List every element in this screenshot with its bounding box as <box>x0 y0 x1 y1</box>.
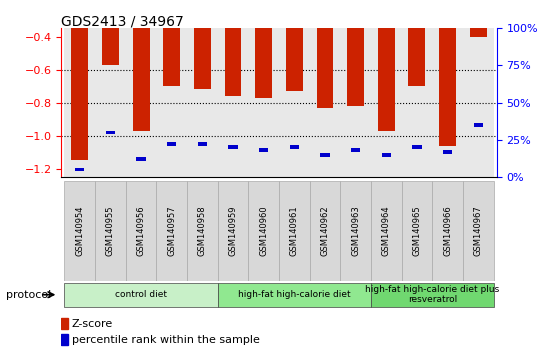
Bar <box>64 28 95 177</box>
Text: GSM140957: GSM140957 <box>167 206 176 256</box>
Bar <box>286 28 303 91</box>
Bar <box>463 28 494 177</box>
Bar <box>412 145 421 149</box>
Bar <box>371 283 494 307</box>
Bar <box>439 28 456 145</box>
Bar <box>279 28 310 177</box>
Bar <box>340 181 371 281</box>
Text: GSM140955: GSM140955 <box>106 206 115 256</box>
Bar <box>156 28 187 177</box>
Bar <box>61 334 68 346</box>
Bar <box>382 153 391 156</box>
Text: GSM140959: GSM140959 <box>229 206 238 256</box>
Bar <box>378 28 395 131</box>
Text: control diet: control diet <box>115 290 167 299</box>
Bar <box>218 181 248 281</box>
Bar <box>126 28 156 177</box>
Bar <box>95 181 126 281</box>
Bar <box>402 28 432 177</box>
Bar <box>224 28 242 96</box>
Bar <box>61 318 68 329</box>
Bar <box>218 283 371 307</box>
Bar <box>316 28 334 108</box>
Bar <box>255 28 272 98</box>
Bar <box>95 28 126 177</box>
Text: GSM140958: GSM140958 <box>198 206 207 256</box>
Bar <box>71 28 88 160</box>
Text: GSM140966: GSM140966 <box>443 206 452 256</box>
Bar <box>432 28 463 177</box>
Bar <box>371 28 402 177</box>
Text: high-fat high-calorie diet: high-fat high-calorie diet <box>238 290 350 299</box>
Bar <box>351 148 360 152</box>
Bar <box>194 28 211 90</box>
Bar <box>279 181 310 281</box>
Bar <box>126 181 156 281</box>
Bar <box>187 28 218 177</box>
Text: GSM140967: GSM140967 <box>474 206 483 256</box>
Bar <box>259 148 268 152</box>
Bar <box>75 168 84 171</box>
Text: GSM140964: GSM140964 <box>382 206 391 256</box>
Text: GSM140956: GSM140956 <box>137 206 146 256</box>
Text: GSM140961: GSM140961 <box>290 206 299 256</box>
Text: GSM140965: GSM140965 <box>412 206 421 256</box>
Bar <box>443 150 452 154</box>
Bar <box>198 142 207 146</box>
Bar <box>290 145 299 149</box>
Text: GSM140963: GSM140963 <box>351 206 360 256</box>
Text: percentile rank within the sample: percentile rank within the sample <box>72 335 259 345</box>
Bar <box>340 28 371 177</box>
Text: GSM140960: GSM140960 <box>259 206 268 256</box>
Bar <box>310 28 340 177</box>
Bar <box>218 28 248 177</box>
Bar <box>187 181 218 281</box>
Text: protocol: protocol <box>6 290 51 300</box>
Text: GSM140954: GSM140954 <box>75 206 84 256</box>
Bar <box>137 157 146 161</box>
Text: Z-score: Z-score <box>72 319 113 329</box>
Bar <box>102 28 119 65</box>
Bar <box>64 283 218 307</box>
Bar <box>432 181 463 281</box>
Bar <box>320 153 330 156</box>
Text: GSM140962: GSM140962 <box>320 206 329 256</box>
Bar <box>402 181 432 281</box>
Bar <box>371 181 402 281</box>
Bar <box>248 28 279 177</box>
Bar <box>228 145 238 149</box>
Bar <box>474 123 483 127</box>
Bar <box>347 28 364 106</box>
Bar <box>463 181 494 281</box>
Bar <box>106 131 115 134</box>
Bar <box>470 28 487 36</box>
Bar <box>133 28 150 131</box>
Bar <box>163 28 180 86</box>
Bar <box>310 181 340 281</box>
Bar <box>167 142 176 146</box>
Bar <box>156 181 187 281</box>
Text: GDS2413 / 34967: GDS2413 / 34967 <box>61 14 184 28</box>
Text: high-fat high-calorie diet plus
resveratrol: high-fat high-calorie diet plus resverat… <box>365 285 499 304</box>
Bar <box>408 28 425 86</box>
Bar <box>248 181 279 281</box>
Bar <box>64 181 95 281</box>
